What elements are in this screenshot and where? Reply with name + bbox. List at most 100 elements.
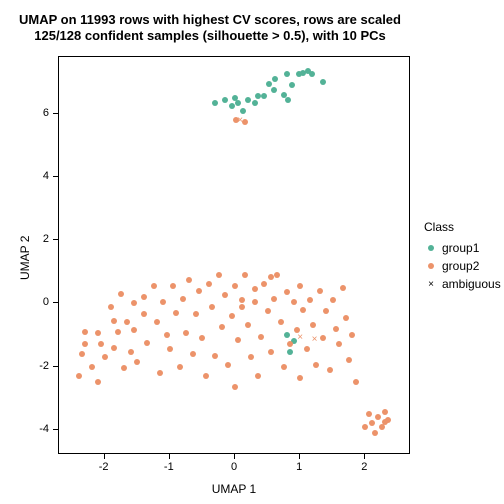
data-point-group2: [134, 359, 140, 365]
data-point-group2: [154, 319, 160, 325]
data-point-group1: [289, 82, 295, 88]
data-point-group2: [232, 384, 238, 390]
data-point-group2: [268, 349, 274, 355]
data-point-group2: [242, 272, 248, 278]
data-point-group1: [309, 71, 315, 77]
chart-title-line2: 125/128 confident samples (silhouette > …: [0, 28, 420, 44]
data-point-group2: [369, 420, 375, 426]
y-tick: [53, 302, 58, 303]
data-point-group2: [385, 417, 391, 423]
legend-label-ambiguous: ambiguous: [442, 277, 501, 291]
data-point-ambiguous: ×: [237, 116, 243, 126]
data-point-group2: [79, 351, 85, 357]
data-point-group2: [102, 354, 108, 360]
y-tick-label: 4: [31, 170, 49, 182]
data-point-group2: [330, 297, 336, 303]
plot-area: × × ×: [58, 56, 410, 454]
data-point-group1: [222, 97, 228, 103]
data-point-group2: [323, 308, 329, 314]
data-point-group2: [327, 367, 333, 373]
data-point-group2: [307, 297, 313, 303]
data-point-group2: [232, 283, 238, 289]
data-point-group2: [212, 353, 218, 359]
data-point-group2: [160, 299, 166, 305]
x-tick: [299, 454, 300, 459]
legend: Class group1group2×ambiguous: [424, 220, 501, 294]
data-point-group2: [121, 365, 127, 371]
data-point-group2: [291, 299, 297, 305]
data-point-group2: [297, 283, 303, 289]
legend-swatch-group1: [424, 245, 438, 251]
data-point-group2: [317, 288, 323, 294]
legend-swatch-group2: [424, 263, 438, 269]
data-point-group2: [336, 341, 342, 347]
legend-label-group2: group2: [442, 259, 479, 273]
data-point-group2: [320, 335, 326, 341]
x-axis-label: UMAP 1: [58, 482, 410, 496]
y-tick: [53, 239, 58, 240]
data-point-group2: [203, 373, 209, 379]
chart-title-line1: UMAP on 11993 rows with highest CV score…: [0, 12, 420, 28]
x-tick: [169, 454, 170, 459]
data-point-group2: [304, 346, 310, 352]
data-point-group2: [115, 329, 121, 335]
data-point-group2: [252, 299, 258, 305]
data-point-group2: [382, 409, 388, 415]
data-point-group2: [235, 337, 241, 343]
data-point-group1: [271, 87, 277, 93]
data-point-group2: [349, 332, 355, 338]
legend-swatch-ambiguous: ×: [424, 279, 438, 290]
data-point-group1: [252, 100, 258, 106]
data-point-ambiguous: ×: [297, 333, 303, 343]
data-point-group2: [157, 370, 163, 376]
y-tick: [53, 176, 58, 177]
data-point-group2: [362, 424, 368, 430]
data-point-group1: [261, 93, 267, 99]
data-point-group2: [297, 375, 303, 381]
data-point-group2: [89, 364, 95, 370]
data-point-group2: [131, 327, 137, 333]
data-point-group2: [141, 311, 147, 317]
data-point-group2: [229, 313, 235, 319]
data-point-group2: [164, 332, 170, 338]
data-point-group1: [287, 349, 293, 355]
data-point-group2: [124, 319, 130, 325]
data-point-group2: [151, 283, 157, 289]
data-point-group2: [111, 318, 117, 324]
data-point-group2: [108, 304, 114, 310]
data-point-group2: [111, 345, 117, 351]
data-point-group2: [258, 334, 264, 340]
data-point-group1: [229, 103, 235, 109]
data-point-group2: [346, 357, 352, 363]
data-point-group2: [343, 315, 349, 321]
data-point-group2: [219, 324, 225, 330]
data-point-group2: [225, 362, 231, 368]
data-point-group2: [271, 296, 277, 302]
legend-title: Class: [424, 220, 501, 234]
data-point-group2: [141, 294, 147, 300]
data-point-group2: [366, 411, 372, 417]
data-point-group2: [268, 274, 274, 280]
data-point-group2: [239, 297, 245, 303]
data-point-group2: [170, 283, 176, 289]
data-point-group2: [265, 308, 271, 314]
data-point-group2: [239, 304, 245, 310]
data-point-group2: [340, 285, 346, 291]
x-tick-label: 1: [296, 461, 302, 473]
data-point-group1: [245, 97, 251, 103]
data-point-ambiguous: ×: [312, 335, 318, 345]
data-point-group2: [95, 379, 101, 385]
data-point-group2: [372, 430, 378, 436]
data-point-group2: [131, 300, 137, 306]
data-point-group2: [281, 364, 287, 370]
y-tick-label: -2: [31, 360, 49, 372]
data-point-group2: [287, 341, 293, 347]
data-point-group2: [216, 272, 222, 278]
data-point-group2: [313, 362, 319, 368]
data-point-group2: [183, 330, 189, 336]
data-point-group1: [266, 81, 272, 87]
data-point-group2: [353, 379, 359, 385]
data-point-group2: [248, 354, 254, 360]
data-point-group2: [98, 341, 104, 347]
x-tick: [104, 454, 105, 459]
